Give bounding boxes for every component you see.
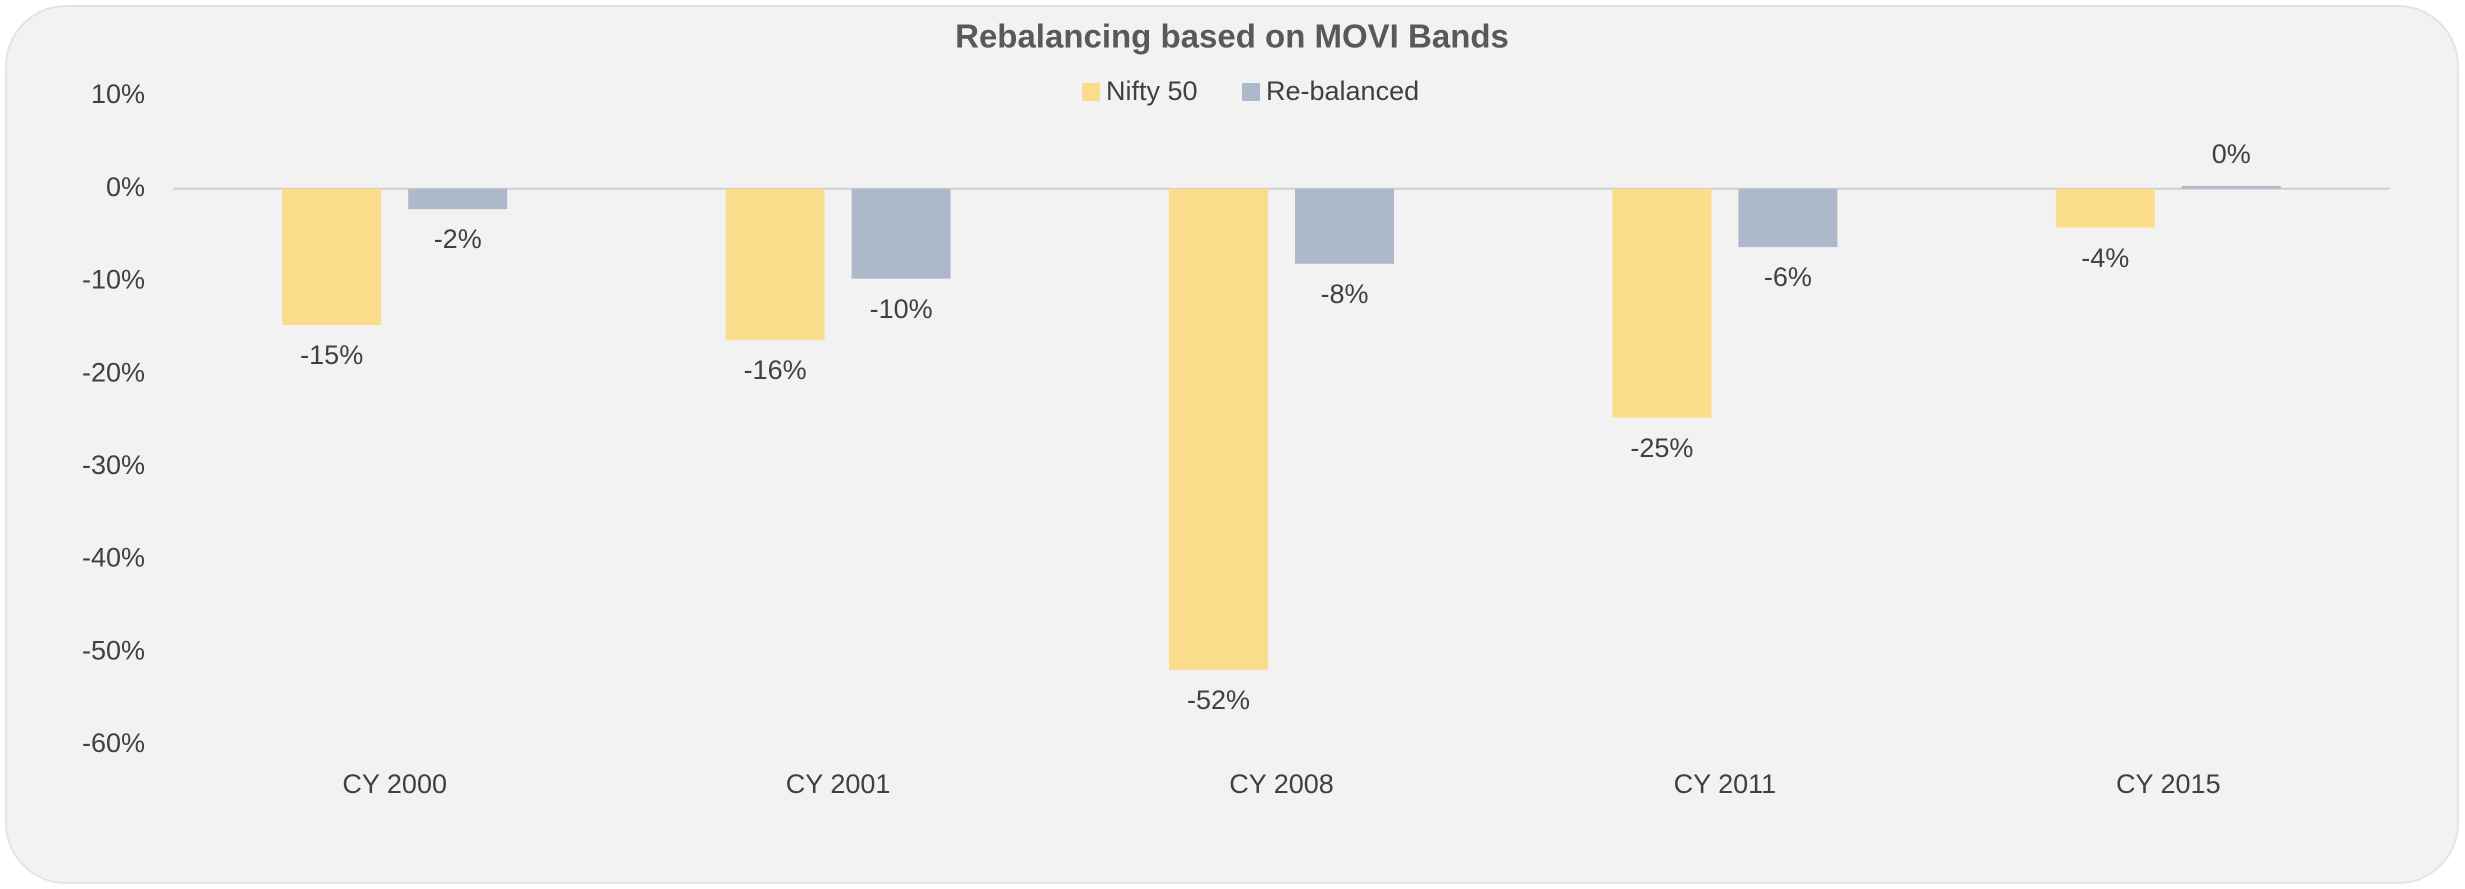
- data-label: -8%: [1320, 279, 1368, 309]
- y-tick-label: -40%: [82, 543, 145, 573]
- legend-label: Re-balanced: [1266, 76, 1419, 106]
- y-tick-label: 10%: [91, 79, 145, 109]
- legend-swatch: [1082, 83, 1100, 101]
- bar: [1612, 188, 1712, 418]
- x-tick-label: CY 2001: [786, 769, 891, 799]
- bar: [408, 188, 508, 210]
- y-tick-label: -60%: [82, 728, 145, 758]
- y-tick-label: 0%: [106, 172, 145, 202]
- y-tick-label: -20%: [82, 357, 145, 387]
- y-tick-label: -50%: [82, 635, 145, 665]
- y-tick-label: -30%: [82, 450, 145, 480]
- x-tick-label: CY 2008: [1229, 769, 1334, 799]
- data-label: -6%: [1764, 262, 1812, 292]
- bar: [851, 188, 951, 279]
- bar: [2181, 185, 2281, 189]
- x-tick-label: CY 2000: [342, 769, 447, 799]
- bar: [1738, 188, 1838, 248]
- data-label: -16%: [744, 355, 807, 385]
- legend-label: Nifty 50: [1106, 76, 1198, 106]
- data-label: -2%: [434, 224, 482, 254]
- x-tick-label: CY 2011: [1674, 769, 1777, 799]
- bar: [1295, 188, 1394, 264]
- y-tick-label: -10%: [82, 265, 145, 295]
- data-label: -52%: [1187, 685, 1250, 715]
- legend-swatch: [1242, 83, 1260, 101]
- bar: [725, 188, 825, 340]
- data-label: -4%: [2081, 243, 2129, 273]
- data-label: -10%: [870, 294, 933, 324]
- chart-title: Rebalancing based on MOVI Bands: [955, 18, 1509, 55]
- data-label: 0%: [2212, 139, 2251, 169]
- bar: [2055, 188, 2155, 228]
- data-label: -25%: [1630, 433, 1693, 463]
- bar: [1169, 188, 1268, 670]
- x-tick-label: CY 2015: [2116, 769, 2221, 799]
- bar: [282, 188, 382, 326]
- data-label: -15%: [300, 340, 363, 370]
